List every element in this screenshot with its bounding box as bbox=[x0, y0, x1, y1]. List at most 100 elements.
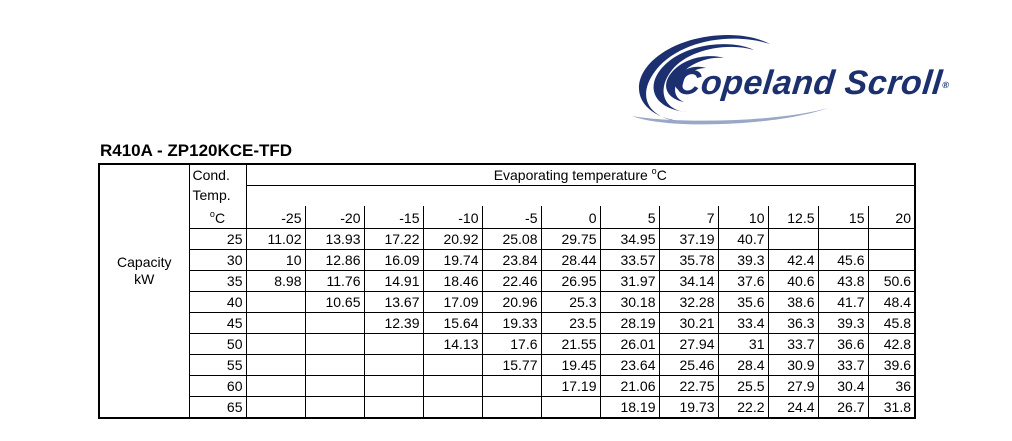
capacity-cell: 19.74 bbox=[422, 249, 483, 271]
table-row: 45 12.39 15.64 19.33 23.5 28.19 30.21 33.4 36.3 3… bbox=[99, 312, 916, 334]
capacity-cell: 50.6 bbox=[867, 270, 916, 292]
capacity-cell: 14.91 bbox=[363, 270, 424, 292]
capacity-cell: 33.57 bbox=[599, 249, 660, 271]
capacity-cell: 48.4 bbox=[867, 291, 916, 313]
capacity-cell bbox=[304, 396, 365, 419]
capacity-cell bbox=[304, 375, 365, 397]
evap-temp-header: 0 bbox=[540, 206, 601, 229]
capacity-cell bbox=[540, 396, 601, 419]
capacity-cell: 28.19 bbox=[599, 312, 660, 334]
capacity-cell: 23.84 bbox=[481, 249, 542, 271]
capacity-cell: 10 bbox=[245, 249, 306, 271]
capacity-cell: 33.7 bbox=[817, 354, 869, 376]
capacity-cell bbox=[422, 396, 483, 419]
capacity-cell bbox=[245, 291, 306, 313]
capacity-cell: 35.6 bbox=[717, 291, 769, 313]
cond-temp-cell: 35 bbox=[188, 270, 247, 292]
capacity-cell bbox=[245, 354, 306, 376]
row-label-line: kW bbox=[134, 270, 155, 287]
capacity-cell bbox=[245, 396, 306, 419]
capacity-cell: 29.75 bbox=[540, 228, 601, 250]
capacity-cell: 26.95 bbox=[540, 270, 601, 292]
capacity-cell: 18.46 bbox=[422, 270, 483, 292]
table-row: 65 18.19 19.73 22.2 24.4 26.7 31.8 bbox=[99, 396, 916, 419]
capacity-cell: 36.6 bbox=[817, 333, 869, 355]
evap-header: Evaporating temperature oC bbox=[245, 163, 916, 186]
table-row: 50 14.13 17.6 21.55 26.01 27.94 31 33.7 36.6 42.8 bbox=[99, 333, 916, 355]
cond-unit: oC bbox=[188, 206, 247, 229]
capacity-cell: 17.22 bbox=[363, 228, 424, 250]
capacity-cell: 43.8 bbox=[817, 270, 869, 292]
capacity-cell: 30.18 bbox=[599, 291, 660, 313]
capacity-cell: 18.19 bbox=[599, 396, 660, 419]
capacity-cell bbox=[422, 375, 483, 397]
capacity-cell: 19.45 bbox=[540, 354, 601, 376]
evap-temp-header: -20 bbox=[304, 206, 365, 229]
capacity-cell bbox=[422, 354, 483, 376]
evap-temp-header: -25 bbox=[245, 206, 306, 229]
evap-temp-header: -15 bbox=[363, 206, 424, 229]
row-label-spacer bbox=[98, 206, 190, 229]
capacity-cell: 17.6 bbox=[481, 333, 542, 355]
evap-temp-header: -10 bbox=[422, 206, 483, 229]
capacity-cell: 35.78 bbox=[658, 249, 719, 271]
capacity-cell: 45.8 bbox=[867, 312, 916, 334]
cond-header-line2: Temp. bbox=[188, 185, 247, 206]
capacity-cell: 11.76 bbox=[304, 270, 365, 292]
capacity-cell: 22.46 bbox=[481, 270, 542, 292]
capacity-cell: 25.08 bbox=[481, 228, 542, 250]
capacity-cell bbox=[304, 312, 365, 334]
evap-temp-header: 7 bbox=[658, 206, 719, 229]
capacity-cell: 33.7 bbox=[767, 333, 819, 355]
capacity-cell bbox=[304, 354, 365, 376]
capacity-cell bbox=[867, 249, 916, 271]
evap-temp-header: 15 bbox=[817, 206, 869, 229]
capacity-cell: 39.3 bbox=[717, 249, 769, 271]
capacity-cell: 42.8 bbox=[867, 333, 916, 355]
capacity-cell bbox=[245, 375, 306, 397]
capacity-cell: 26.7 bbox=[817, 396, 869, 419]
capacity-cell: 31.8 bbox=[867, 396, 916, 419]
capacity-cell: 23.64 bbox=[599, 354, 660, 376]
capacity-table: Cond. Evaporating temperature oC Temp. o… bbox=[98, 163, 916, 419]
capacity-cell: 31 bbox=[717, 333, 769, 355]
capacity-cell bbox=[817, 228, 869, 250]
capacity-cell: 30.4 bbox=[817, 375, 869, 397]
capacity-cell: 38.6 bbox=[767, 291, 819, 313]
cond-temp-cell: 60 bbox=[188, 375, 247, 397]
capacity-cell bbox=[363, 333, 424, 355]
capacity-cell bbox=[363, 354, 424, 376]
capacity-cell bbox=[245, 333, 306, 355]
copeland-scroll-logo: Copeland Scroll® bbox=[628, 26, 1008, 130]
table-body: Cond. Evaporating temperature oC Temp. o… bbox=[98, 163, 916, 419]
capacity-cell: 15.64 bbox=[422, 312, 483, 334]
evap-temp-header: 12.5 bbox=[767, 206, 819, 229]
cond-temp-cell: 50 bbox=[188, 333, 247, 355]
capacity-cell: 11.02 bbox=[245, 228, 306, 250]
row-label-spacer bbox=[98, 163, 190, 186]
capacity-cell: 45.6 bbox=[817, 249, 869, 271]
evap-temp-header: 20 bbox=[867, 206, 916, 229]
cond-temp-cell: 55 bbox=[188, 354, 247, 376]
capacity-cell: 36.3 bbox=[767, 312, 819, 334]
row-label-line: Capacity bbox=[117, 253, 172, 270]
capacity-cell bbox=[867, 228, 916, 250]
cond-temp-cell: 65 bbox=[188, 396, 247, 419]
capacity-cell: 39.6 bbox=[867, 354, 916, 376]
table-row: 30 10 12.86 16.09 19.74 23.84 28.44 33.57 35.78 3… bbox=[99, 249, 916, 271]
capacity-cell: 28.44 bbox=[540, 249, 601, 271]
table-row: 35 8.98 11.76 14.91 18.46 22.46 26.95 31.97 34.1… bbox=[99, 270, 916, 292]
evap-temp-header: 5 bbox=[599, 206, 660, 229]
capacity-cell bbox=[481, 375, 542, 397]
capacity-cell: 27.9 bbox=[767, 375, 819, 397]
cond-temp-cell: 40 bbox=[188, 291, 247, 313]
row-label-spacer bbox=[98, 185, 190, 206]
cond-temp-cell: 30 bbox=[188, 249, 247, 271]
capacity-cell: 23.5 bbox=[540, 312, 601, 334]
capacity-cell: 27.94 bbox=[658, 333, 719, 355]
capacity-cell: 22.75 bbox=[658, 375, 719, 397]
capacity-cell: 21.06 bbox=[599, 375, 660, 397]
capacity-cell: 32.28 bbox=[658, 291, 719, 313]
capacity-cell: 13.67 bbox=[363, 291, 424, 313]
capacity-cell bbox=[767, 228, 819, 250]
